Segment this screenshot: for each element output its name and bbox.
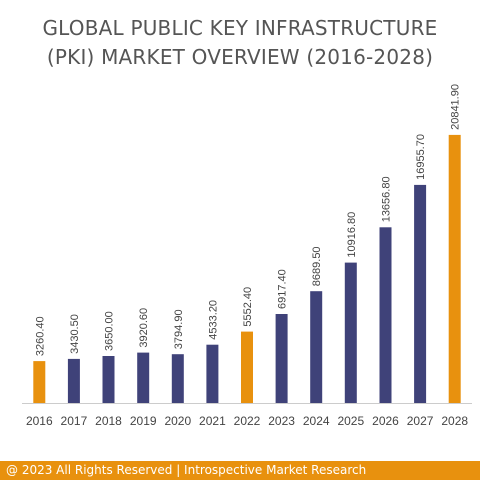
bar-2021 [206, 344, 219, 403]
value-label-2017: 3430.50 [69, 314, 81, 354]
category-label-2020: 2020 [164, 414, 191, 428]
category-label-2016: 2016 [26, 414, 53, 428]
bar-2026 [379, 227, 392, 403]
bar-2016 [33, 361, 46, 403]
category-label-2022: 2022 [234, 414, 261, 428]
value-label-2021: 4533.20 [207, 300, 219, 340]
value-label-2027: 16955.70 [415, 134, 427, 180]
category-label-2021: 2021 [199, 414, 226, 428]
bar-2027 [414, 184, 427, 403]
value-label-2023: 6917.40 [277, 269, 289, 309]
chart-title-line-2: (PKI) MARKET OVERVIEW (2016-2028) [46, 45, 434, 69]
category-label-2017: 2017 [61, 414, 88, 428]
bar-2017 [67, 358, 80, 403]
bar-2028 [448, 134, 461, 403]
value-label-2020: 3794.90 [173, 309, 185, 349]
value-labels-group: 3260.40 3430.50 3650.00 3920.60 3794.90 4533.… [34, 84, 461, 356]
category-label-2024: 2024 [303, 414, 330, 428]
category-label-2028: 2028 [441, 414, 468, 428]
category-label-2019: 2019 [130, 414, 157, 428]
value-label-2016: 3260.40 [34, 316, 46, 356]
chart-title-line-1: GLOBAL PUBLIC KEY INFRASTRUCTURE [42, 16, 438, 40]
category-label-2018: 2018 [95, 414, 122, 428]
value-label-2026: 13656.80 [381, 176, 393, 222]
bar-2020 [171, 354, 184, 403]
bar-2022 [241, 331, 253, 403]
copyright-footer: @ 2023 All Rights Reserved | Introspecti… [0, 461, 480, 480]
bars-group [33, 134, 461, 403]
value-label-2025: 10916.80 [346, 212, 358, 258]
category-label-2027: 2027 [407, 414, 434, 428]
bar-2019 [137, 352, 150, 403]
value-label-2022: 5552.40 [242, 287, 254, 327]
bar-2018 [102, 356, 115, 403]
value-label-2028: 20841.90 [450, 84, 462, 130]
value-label-2018: 3650.00 [104, 311, 116, 351]
bar-2023 [275, 314, 288, 403]
category-labels-group: 2016 2017 2018 2019 2020 2021 2022 2023 2024 2025… [26, 414, 468, 428]
value-label-2024: 8689.50 [311, 246, 323, 286]
category-label-2026: 2026 [372, 414, 399, 428]
category-label-2025: 2025 [337, 414, 364, 428]
bar-2024 [310, 291, 323, 403]
chart-title: GLOBAL PUBLIC KEY INFRASTRUCTURE (PKI) M… [0, 14, 480, 72]
value-label-2019: 3920.60 [138, 308, 150, 348]
category-label-2023: 2023 [268, 414, 295, 428]
bar-2025 [344, 262, 357, 403]
